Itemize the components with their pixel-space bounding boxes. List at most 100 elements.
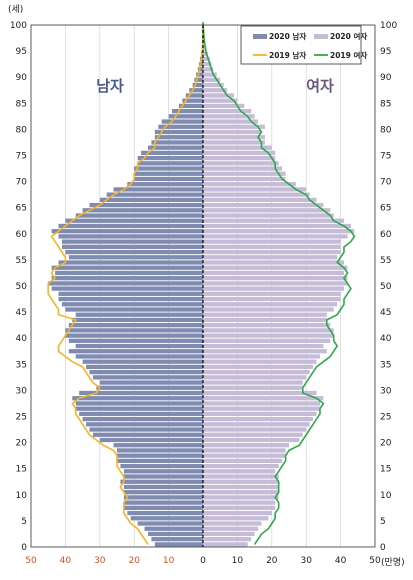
bar-female-2020 (203, 108, 252, 114)
y-tick-label-right: 90 (380, 73, 392, 83)
y-tick-label-right: 45 (380, 308, 391, 318)
male-side-label: 남자 (96, 77, 124, 95)
bar-male-2020 (147, 145, 203, 150)
bar-female-2020 (203, 187, 307, 192)
y-tick-label-left: 25 (16, 413, 27, 423)
y-tick-label-left: 65 (16, 204, 27, 214)
bar-female-2020 (203, 443, 289, 448)
bar-male-2020 (189, 88, 203, 93)
y-tick-label-left: 75 (16, 152, 27, 162)
bar-female-2020 (203, 202, 324, 208)
bar-female-2020 (203, 338, 331, 343)
bar-female-2020 (203, 537, 252, 542)
bar-female-2020 (203, 276, 348, 281)
bar-female-2020 (203, 484, 279, 490)
y-tick-label-right: 10 (380, 491, 392, 501)
female-side-label: 여자 (306, 77, 334, 95)
bar-male-2020 (182, 98, 203, 103)
bar-male-2020 (72, 396, 203, 401)
bar-male-2020 (192, 82, 203, 88)
bar-female-2020 (203, 333, 334, 338)
bar-male-2020 (96, 385, 203, 390)
bar-female-2020 (203, 135, 265, 140)
bar-female-2020 (203, 312, 327, 317)
x-tick-label-right: 0 (200, 556, 206, 566)
bar-male-2020 (75, 354, 203, 359)
bar-female-2020 (203, 531, 255, 537)
bar-female-2020 (203, 62, 212, 67)
bar-female-2020 (203, 328, 334, 333)
bar-male-2020 (127, 510, 203, 516)
bar-female-2020 (203, 401, 320, 406)
bar-female-2020 (203, 406, 320, 411)
bar-female-2020 (203, 77, 221, 82)
bar-male-2020 (68, 255, 203, 260)
bar-female-2020 (203, 453, 286, 458)
bar-female-2020 (203, 458, 283, 464)
bar-male-2020 (48, 281, 204, 286)
bar-male-2020 (147, 531, 203, 537)
bar-male-2020 (75, 401, 203, 406)
legend: 2020 남자 2020 여자 2019 남자 2019 여자 (240, 25, 367, 65)
bar-female-2020 (203, 265, 348, 270)
x-tick-label-right: 20 (266, 556, 278, 566)
legend-label-male-2020: 2020 남자 (269, 31, 306, 41)
male-2019-line (47, 22, 204, 545)
legend-swatch-female-2020 (314, 34, 328, 39)
bar-female-2020 (203, 323, 331, 328)
bar-female-2020 (203, 390, 317, 396)
bar-female-2020 (203, 411, 317, 417)
bar-female-2020 (203, 103, 245, 109)
legend-label-female-2020: 2020 여자 (330, 31, 367, 41)
bar-male-2020 (79, 411, 203, 417)
male-2020-bars (48, 20, 204, 547)
x-axis-ticks: 50 40 30 20 10 0 10 20 30 40 50 (25, 556, 381, 566)
x-tick-label-left: 20 (128, 556, 140, 566)
bar-female-2020 (203, 437, 300, 443)
x-tick-label-left: 30 (94, 556, 106, 566)
y-tick-label-right: 95 (380, 47, 391, 57)
bar-male-2020 (75, 213, 203, 218)
bar-male-2020 (117, 453, 203, 458)
plot-frame (30, 24, 376, 548)
bar-female-2020 (203, 516, 269, 521)
bar-male-2020 (123, 495, 203, 500)
bar-female-2020 (203, 129, 262, 135)
bar-female-2020 (203, 380, 303, 385)
bar-female-2020 (203, 521, 262, 526)
bar-female-2020 (203, 490, 279, 495)
bar-male-2020 (141, 150, 203, 156)
bar-male-2020 (65, 218, 204, 223)
y-tick-label-left: 100 (10, 21, 27, 31)
bar-male-2020 (75, 312, 203, 317)
bar-male-2020 (89, 369, 203, 375)
y-tick-label-left: 10 (16, 491, 28, 501)
bar-male-2020 (58, 260, 203, 265)
y-tick-label-left: 95 (16, 47, 27, 57)
bar-male-2020 (154, 135, 203, 140)
bar-male-2020 (137, 521, 203, 526)
y-tick-label-right: 100 (380, 21, 397, 31)
x-tick-label-right: 50 (369, 556, 381, 566)
bar-female-2020 (203, 161, 279, 166)
y-tick-label-left: 80 (16, 125, 28, 135)
bar-male-2020 (61, 239, 204, 244)
bar-male-2020 (120, 463, 203, 469)
bar-female-2020 (203, 542, 248, 547)
x-tick-label-left: 10 (163, 556, 175, 566)
bar-male-2020 (144, 526, 203, 531)
bar-male-2020 (123, 500, 203, 505)
bar-female-2020 (203, 114, 255, 119)
y-tick-label-right: 20 (380, 439, 392, 449)
y-tick-label-left: 90 (16, 73, 28, 83)
bar-female-2020 (203, 98, 238, 103)
y-tick-label-left: 55 (16, 256, 27, 266)
bar-male-2020 (58, 234, 203, 239)
bar-female-2020 (203, 396, 324, 401)
y-tick-label-right: 60 (380, 230, 392, 240)
bar-female-2020 (203, 291, 341, 296)
bar-male-2020 (68, 338, 203, 343)
bar-female-2020 (203, 140, 265, 145)
bar-female-2020 (203, 124, 265, 129)
bar-female-2020 (203, 364, 314, 370)
